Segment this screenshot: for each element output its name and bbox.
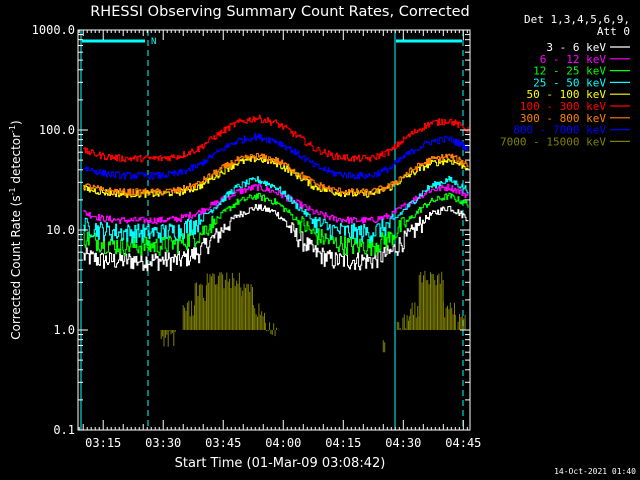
series-line-8: [83, 133, 468, 180]
legend-header-line-2: Att 0: [597, 25, 630, 38]
legend-header-line-1: Det 1,3,4,5,6,9,: [524, 13, 630, 26]
high-energy-block-3: [194, 282, 207, 330]
legend-label: 12 - 25 keV: [533, 65, 606, 78]
timestamp: 14-Oct-2021 01:40: [554, 467, 636, 476]
legend-label: 50 - 100 keV: [527, 88, 607, 101]
high-energy-block-2: [182, 300, 195, 330]
y-tick-label: 0.1: [53, 423, 75, 437]
y-axis-label-exp2: -1: [8, 125, 17, 133]
high-energy-block-11: [418, 270, 444, 330]
high-energy-block-4: [206, 272, 242, 330]
y-axis-label-main: Corrected Count Rate (s: [9, 195, 23, 339]
y-tick-label: 100.0: [39, 123, 75, 137]
x-tick-label: 04:45: [445, 436, 481, 450]
series-line-6: [83, 114, 469, 163]
series-line-4: [83, 175, 469, 244]
legend-label: 7000 - 15000 keV: [500, 135, 606, 148]
legend-label: 3 - 6 keV: [546, 41, 606, 54]
high-energy-block-7: [264, 322, 277, 337]
high-energy-block-13: [454, 314, 466, 330]
legend-label: 300 - 800 keV: [520, 112, 606, 125]
x-tick-label: 03:30: [145, 436, 181, 450]
y-tick-label: 1000.0: [32, 23, 75, 37]
x-tick-label: 04:00: [265, 436, 301, 450]
legend-label: 800 - 7000 keV: [513, 124, 606, 137]
legend-label: 25 - 50 keV: [533, 76, 606, 89]
high-energy-block-10: [408, 302, 420, 330]
high-energy-block-1: [160, 330, 176, 347]
high-energy-block-9: [396, 314, 409, 331]
x-tick-label: 03:45: [205, 436, 241, 450]
high-energy-block-12: [442, 301, 455, 330]
high-energy-block-8: [382, 340, 386, 353]
y-axis-label-end: ): [9, 120, 23, 125]
x-tick-label: 03:15: [85, 436, 121, 450]
y-axis-label: Corrected Count Rate (s-1 detector-1): [8, 120, 23, 339]
series-line-1: [83, 204, 469, 272]
series-layer: [83, 114, 469, 353]
x-tick-label: 04:15: [325, 436, 361, 450]
legend-label: 6 - 12 keV: [540, 53, 607, 66]
y-axis-label-exp1: -1: [8, 187, 17, 195]
series-line-3: [83, 192, 469, 257]
axes-layer: 0.1 1.0 10.0 100.0 1000.0 03:15 03:30 03:45 04:0…: [32, 23, 482, 450]
high-energy-block-5: [240, 283, 253, 330]
legend-label: 100 - 300 keV: [520, 100, 606, 113]
series-line-2: [83, 183, 469, 225]
series-line-7: [83, 153, 469, 197]
y-tick-label: 1.0: [53, 323, 75, 337]
night-label: N: [151, 37, 156, 47]
night-indicator: N: [82, 37, 462, 47]
x-tick-label: 04:30: [385, 436, 421, 450]
chart-title: RHESSI Observing Summary Count Rates, Co…: [90, 4, 470, 20]
y-axis-label-mid: detector: [9, 133, 23, 188]
y-tick-label: 10.0: [46, 223, 75, 237]
high-energy-block-6: [252, 303, 265, 330]
x-axis-label: Start Time (01-Mar-09 03:08:42): [175, 456, 386, 471]
